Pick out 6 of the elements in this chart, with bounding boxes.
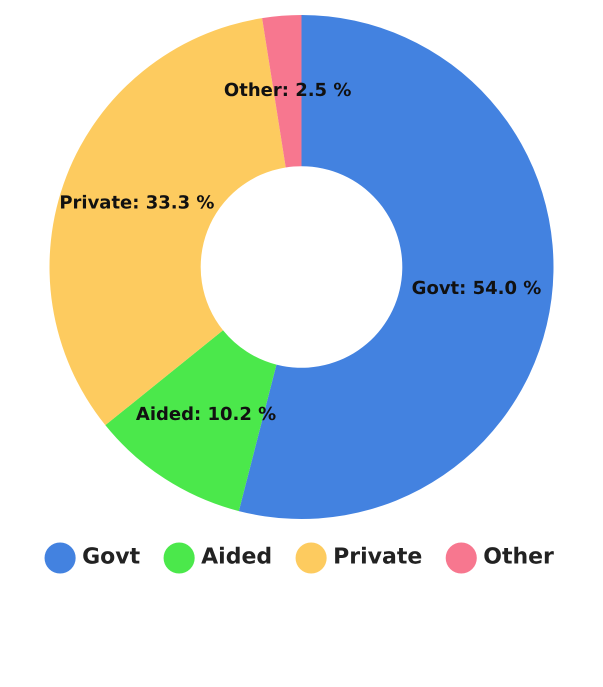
data-label: Private: 33.3 % (59, 192, 214, 214)
legend-label: Aided (201, 544, 272, 570)
legend-label: Other (483, 544, 554, 570)
data-label: Govt: 54.0 % (412, 278, 542, 299)
legend-label: Govt (82, 544, 141, 570)
legend-label: Private (333, 544, 422, 570)
